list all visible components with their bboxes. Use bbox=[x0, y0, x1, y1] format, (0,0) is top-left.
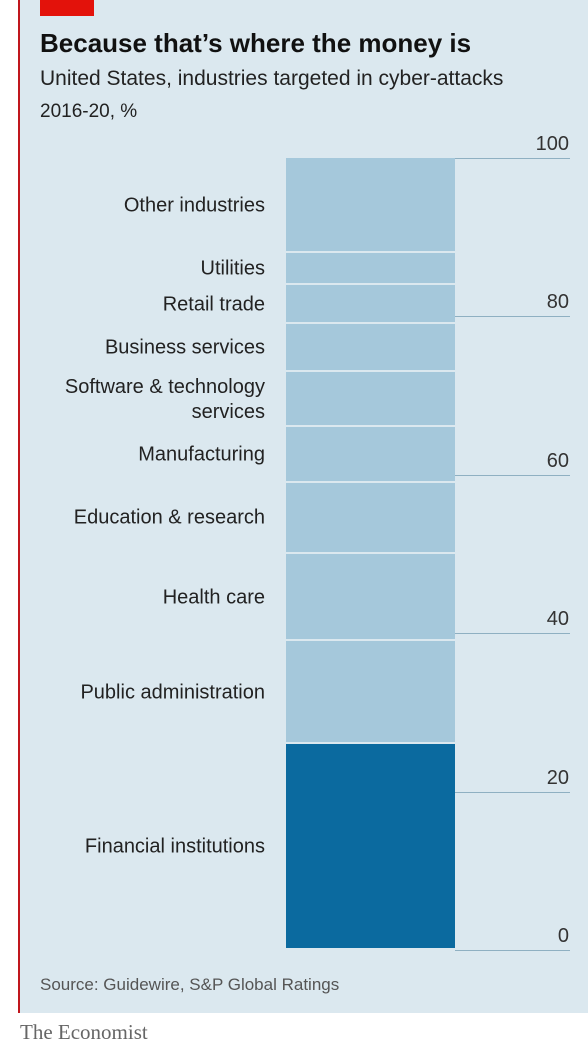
y-tick-label: 20 bbox=[546, 766, 569, 789]
y-tick-label: 60 bbox=[546, 449, 569, 472]
chart-title: Because that’s where the money is bbox=[40, 28, 472, 58]
bar-segment bbox=[286, 158, 455, 252]
segment-label: Manufacturing bbox=[138, 443, 265, 466]
segment-label: Software & technology services bbox=[64, 375, 265, 423]
tick-line bbox=[455, 158, 570, 159]
bar-segment bbox=[286, 482, 455, 552]
bar-segment bbox=[286, 284, 455, 323]
segment-label: Public administration bbox=[80, 681, 265, 704]
segment-label: Utilities bbox=[200, 257, 265, 280]
tick-line bbox=[455, 474, 570, 476]
bar-segment bbox=[286, 554, 455, 640]
bar-segment bbox=[286, 427, 455, 481]
bar-segment bbox=[286, 324, 455, 370]
y-tick-label: 100 bbox=[535, 133, 569, 155]
segment-label: Business services bbox=[104, 336, 265, 359]
y-tick-label: 0 bbox=[557, 925, 569, 947]
tick-line bbox=[455, 316, 570, 318]
red-tag bbox=[40, 0, 94, 16]
y-tick-label: 80 bbox=[546, 291, 569, 314]
bar-segment bbox=[286, 253, 455, 283]
footer: The Economist bbox=[20, 1020, 148, 1044]
bar-segment bbox=[286, 371, 455, 426]
bar-segment bbox=[286, 744, 455, 948]
segment-label: Retail trade bbox=[162, 293, 265, 316]
tick-line bbox=[455, 633, 570, 635]
segment-label: Health care bbox=[162, 586, 265, 609]
segment-label: Other industries bbox=[123, 194, 265, 217]
chart-subtitle: United States, industries targeted in cy… bbox=[40, 67, 504, 90]
plot: 0 20 40 60 80 100 Financial institutions Public… bbox=[64, 133, 570, 951]
source: Source: Guidewire, S&P Global Ratings bbox=[40, 975, 340, 994]
tick-line bbox=[455, 950, 570, 951]
y-tick-label: 40 bbox=[546, 608, 569, 631]
segment-label: Financial institutions bbox=[84, 835, 265, 858]
unit-label: 2016-20, % bbox=[40, 101, 138, 122]
bar-segment bbox=[286, 641, 455, 743]
tick-line bbox=[455, 791, 570, 793]
segment-label: Education & research bbox=[73, 506, 265, 529]
